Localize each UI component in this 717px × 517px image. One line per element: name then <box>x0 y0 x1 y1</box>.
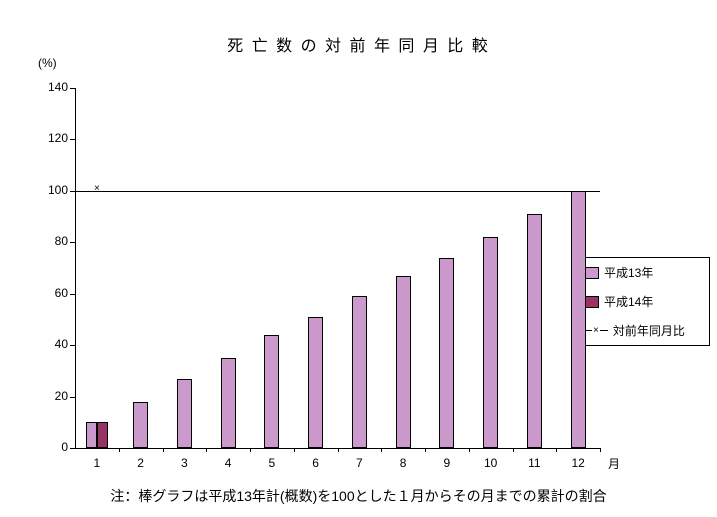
x-tick-mark <box>206 448 208 452</box>
y-tick-label: 120 <box>47 131 68 146</box>
line-marker: × <box>93 182 100 194</box>
y-tick-label: 80 <box>54 234 68 249</box>
legend-item-h14: 平成14年 <box>578 287 709 316</box>
x-tick-label: 3 <box>181 456 188 470</box>
y-axis-line <box>75 88 76 448</box>
bar-month-1 <box>85 422 97 448</box>
y-tick-label: 20 <box>54 388 68 403</box>
bar-month-8 <box>395 275 411 448</box>
x-tick-label: 11 <box>528 456 541 470</box>
y-tick-label: 0 <box>61 440 68 454</box>
bar-month-2 <box>133 401 149 448</box>
y-tick-mark <box>70 396 75 398</box>
x-axis-unit-label: 月 <box>608 457 621 471</box>
y-axis-unit-label: (%) <box>38 56 57 70</box>
x-tick-mark <box>337 448 339 452</box>
y-tick-mark <box>70 139 75 141</box>
x-tick-mark <box>556 448 558 452</box>
y-tick-mark <box>70 88 75 89</box>
legend-label-line: 対前年同月比 <box>612 324 685 338</box>
legend-swatch-h14 <box>584 295 599 308</box>
x-tick-label: 8 <box>399 456 407 470</box>
y-tick-label: 40 <box>54 337 68 352</box>
y-tick-mark <box>70 190 75 192</box>
x-tick-mark <box>162 448 164 452</box>
bar-month-11 <box>526 214 542 448</box>
legend-label-h13: 平成13年 <box>604 266 654 280</box>
legend-item-h13: 平成13年 <box>578 258 709 287</box>
legend-item-line: × 対前年同月比 <box>578 316 709 345</box>
y-tick-label: 100 <box>47 182 68 197</box>
x-tick-mark <box>425 448 426 452</box>
footnote: 注：棒グラフは平成13年計(概数)を100とした１月からその月までの累計の割合 <box>110 488 607 504</box>
reference-line-100 <box>75 190 600 192</box>
bar-month-10 <box>483 237 499 448</box>
y-tick-label: 60 <box>54 285 68 300</box>
chart-title: 死 亡 数 の 対 前 年 同 月 比 較 <box>227 38 490 55</box>
legend-swatch-h13 <box>584 266 599 279</box>
bar-month-9 <box>439 257 455 448</box>
x-tick-mark <box>381 448 383 452</box>
y-tick-mark <box>70 293 75 295</box>
x-tick-label: 4 <box>224 456 232 470</box>
x-tick-label: 7 <box>356 456 363 470</box>
legend-label-h14: 平成14年 <box>604 295 654 309</box>
y-tick-mark <box>70 448 75 449</box>
x-tick-mark <box>600 448 601 452</box>
bar-month-6 <box>308 316 324 448</box>
bar-month-3 <box>176 378 192 448</box>
bar-month-5 <box>264 334 280 448</box>
x-tick-mark <box>118 448 120 452</box>
x-tick-label: 5 <box>268 456 276 470</box>
legend: 平成13年 平成14年 × 対前年同月比 <box>577 257 710 346</box>
x-tick-mark <box>468 448 470 452</box>
x-tick-label: 6 <box>312 456 319 470</box>
bar-month-1 <box>96 422 108 448</box>
x-tick-label: 2 <box>137 456 144 470</box>
y-tick-mark <box>70 345 75 347</box>
x-tick-mark <box>293 448 295 452</box>
y-tick-label: 140 <box>47 80 68 94</box>
bar-month-4 <box>220 358 236 448</box>
y-tick-mark <box>70 242 75 244</box>
x-tick-label: 1 <box>93 456 101 470</box>
bar-month-12 <box>570 190 586 448</box>
x-tick-mark <box>250 448 251 452</box>
legend-line-marker-sample: × <box>584 325 608 336</box>
x-tick-label: 9 <box>443 456 451 470</box>
x-tick-label: 12 <box>571 456 585 470</box>
bar-month-7 <box>351 296 367 448</box>
x-tick-label: 10 <box>483 456 498 470</box>
x-tick-mark <box>512 448 514 452</box>
